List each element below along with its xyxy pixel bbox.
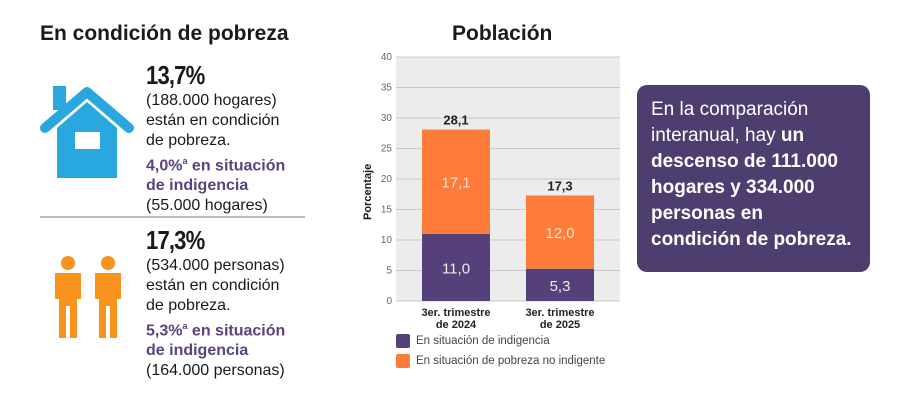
y-tick-label: 20 xyxy=(381,174,393,185)
legend: En situación de indigencia En situación … xyxy=(396,334,605,368)
legend-swatch xyxy=(396,334,410,348)
persons-indigence-pct: 5,3% xyxy=(146,322,183,340)
y-tick-label: 35 xyxy=(381,83,393,94)
legend-swatch xyxy=(396,354,410,368)
callout-text: En la comparación interanual, hay xyxy=(651,99,809,146)
households-pct: 13,7% xyxy=(146,60,205,90)
x-tick-label: 3er. trimestre xyxy=(421,307,490,319)
data-label: 11,0 xyxy=(442,260,470,277)
data-label: 17,1 xyxy=(441,175,470,192)
callout-bold-text: un descenso de 111.000 hogares y 334.000… xyxy=(651,125,852,250)
callout-box: En la comparación interanual, hay un des… xyxy=(637,85,870,272)
x-tick-label: 3er. trimestre xyxy=(525,307,594,319)
persons-line1: están en condición xyxy=(146,277,280,294)
persons-line2: de pobreza. xyxy=(146,297,231,314)
bar-segment xyxy=(526,268,594,301)
legend-label: En situación de indigencia xyxy=(416,335,550,347)
y-tick-label: 40 xyxy=(381,52,393,63)
legend-label: En situación de pobreza no indigente xyxy=(416,355,606,367)
y-tick-label: 15 xyxy=(381,205,393,216)
house-icon xyxy=(40,86,134,178)
persons-count: (534.000 personas) xyxy=(146,257,285,274)
chart-title: Población xyxy=(452,22,553,45)
households-indigence: 4,0%a en situación xyxy=(146,151,285,176)
legend-item-indigence: En situación de indigencia xyxy=(396,334,605,348)
households-count: (188.000 hogares) xyxy=(146,92,277,109)
footnote-mark: a xyxy=(182,156,188,166)
persons-block: 17,3% (534.000 personas) están en condic… xyxy=(146,225,285,381)
bar-segment xyxy=(422,233,490,301)
persons-indigence-text: en situación xyxy=(187,322,286,340)
y-tick-label: 5 xyxy=(386,266,392,277)
households-indigence-count: (55.000 hogares) xyxy=(146,197,268,215)
households-line2: de pobreza. xyxy=(146,132,231,149)
y-tick-label: 25 xyxy=(381,144,393,155)
households-indigence-pct: 4,0% xyxy=(146,157,183,175)
x-tick-label: de 2024 xyxy=(436,319,477,331)
data-label: 5,3 xyxy=(550,278,571,295)
y-tick-label: 10 xyxy=(381,235,393,246)
persons-indigence-count: (164.000 personas) xyxy=(146,362,285,380)
y-tick-label: 0 xyxy=(386,296,392,307)
data-label: 12,0 xyxy=(545,225,574,242)
divider xyxy=(40,216,305,218)
households-indigence-text: en situación xyxy=(187,157,286,175)
bar-segment xyxy=(526,195,594,269)
footnote-mark: a xyxy=(182,321,188,331)
persons-pct: 17,3% xyxy=(146,225,205,255)
total-label: 28,1 xyxy=(443,113,468,128)
households-block: 13,7% (188.000 hogares) están en condici… xyxy=(146,60,285,216)
people-icon xyxy=(55,256,121,338)
y-tick-label: 30 xyxy=(381,113,393,124)
x-tick-label: de 2025 xyxy=(540,319,580,331)
households-line1: están en condición xyxy=(146,112,280,129)
legend-item-poverty: En situación de pobreza no indigente xyxy=(396,354,605,368)
left-title: En condición de pobreza xyxy=(40,22,289,45)
households-indigence-line2: de indigencia xyxy=(146,177,249,195)
total-label: 17,3 xyxy=(547,178,572,193)
persons-indigence: 5,3%a en situación xyxy=(146,316,285,341)
bar-segment xyxy=(422,129,490,234)
persons-indigence-line2: de indigencia xyxy=(146,342,249,360)
